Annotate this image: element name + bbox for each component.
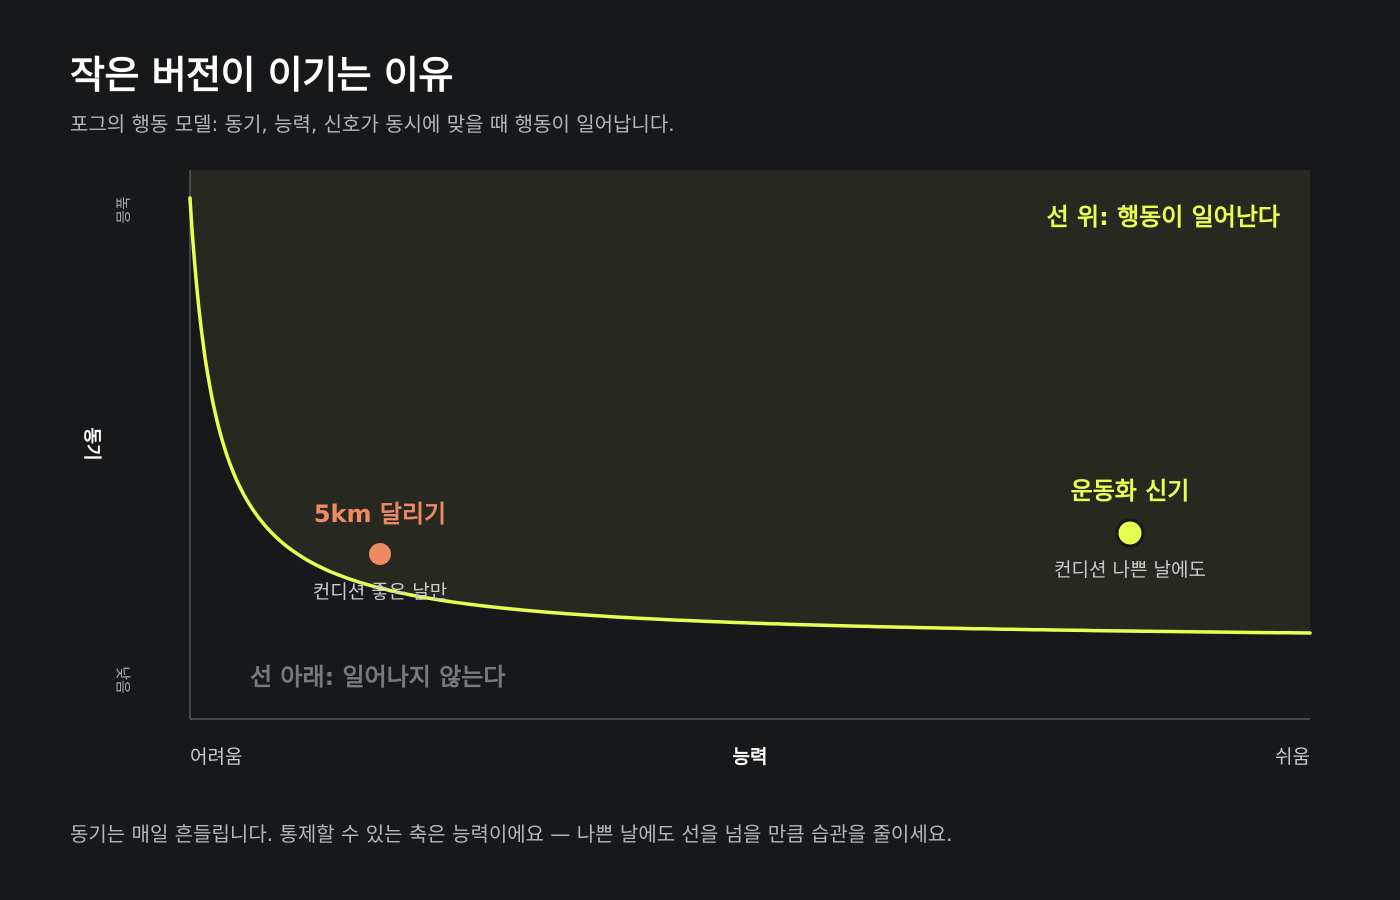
easy-behavior-label: 운동화 신기 bbox=[1071, 477, 1190, 505]
y-axis-label: 동기 bbox=[81, 427, 102, 460]
x-axis-high-label: 쉬움 bbox=[1275, 746, 1310, 768]
page-title: 작은 버전이 이기는 이유 bbox=[70, 53, 453, 97]
action-line-curve bbox=[188, 196, 1312, 635]
easy-behavior-point bbox=[1115, 518, 1145, 548]
x-axis-low-label: 어려움 bbox=[190, 746, 242, 768]
above-line-label: 선 위: 행동이 일어난다 bbox=[1047, 203, 1280, 231]
x-axis-label: 능력 bbox=[733, 746, 768, 768]
easy-behavior-note: 컨디션 나쁜 날에도 bbox=[1054, 559, 1206, 581]
y-axis-high-label: 높음 bbox=[114, 196, 132, 224]
y-axis-low-label: 낮음 bbox=[114, 666, 132, 694]
below-line-label: 선 아래: 일어나지 않는다 bbox=[250, 663, 505, 691]
footer-note: 동기는 매일 흔들립니다. 통제할 수 있는 축은 능력이에요 — 나쁜 날에도… bbox=[70, 822, 953, 846]
page-subtitle: 포그의 행동 모델: 동기, 능력, 신호가 동시에 맞을 때 행동이 일어납니… bbox=[70, 112, 675, 136]
hard-behavior-note: 컨디션 좋은 날만 bbox=[313, 581, 447, 603]
hard-behavior-point bbox=[369, 543, 391, 565]
above-line-region bbox=[190, 170, 1310, 633]
hard-behavior-label: 5km 달리기 bbox=[314, 500, 446, 528]
